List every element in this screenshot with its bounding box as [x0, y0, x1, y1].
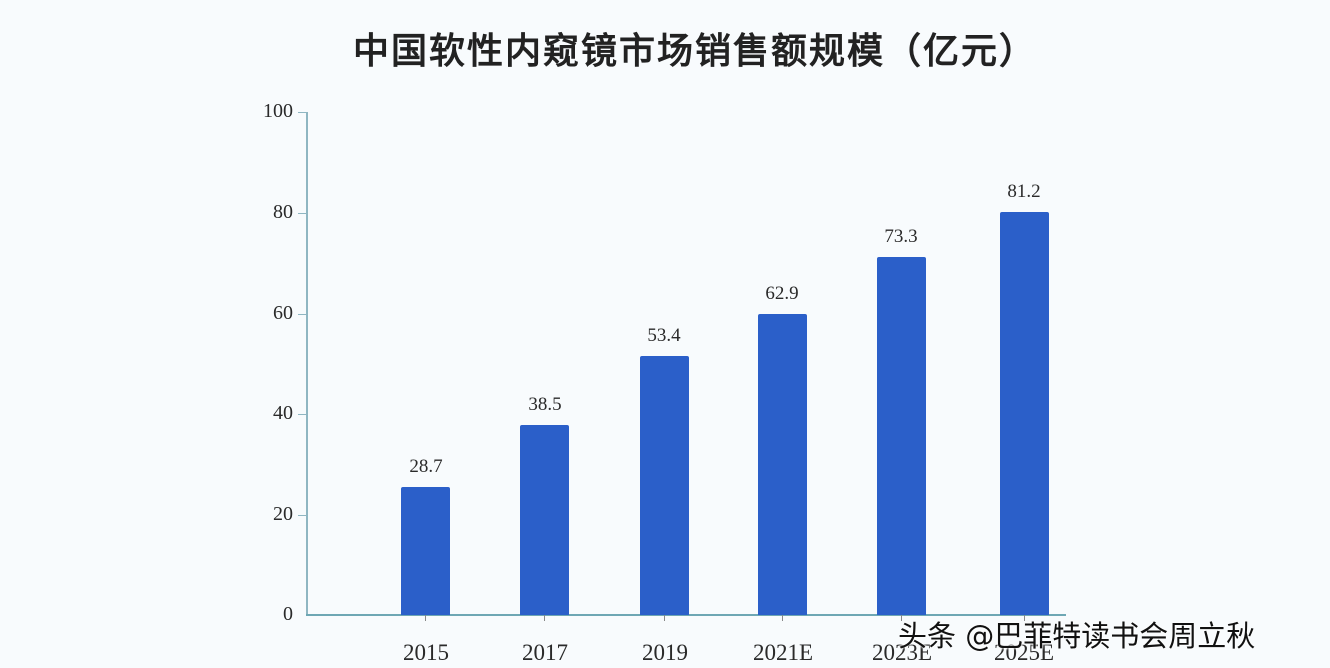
y-tick — [298, 515, 306, 516]
x-tick — [664, 615, 665, 621]
bar-2023e — [877, 257, 926, 615]
bar-2017 — [520, 425, 569, 615]
x-tick-label: 2019 — [642, 640, 688, 665]
x-tick — [425, 615, 426, 621]
y-tick — [298, 112, 306, 113]
y-tick-label: 0 — [283, 603, 293, 625]
y-tick-label: 60 — [273, 302, 293, 324]
chart-title: 中国软性内窥镜市场销售额规模（亿元） — [352, 31, 1037, 72]
y-axis-line — [306, 112, 308, 616]
bar-value-label: 53.4 — [647, 325, 681, 346]
bar-value-label: 62.9 — [765, 283, 799, 304]
bar-value-label: 38.5 — [528, 394, 562, 415]
x-tick — [544, 615, 545, 621]
x-tick — [1024, 615, 1025, 621]
x-tick — [782, 615, 783, 621]
x-axis-line — [306, 614, 1066, 616]
x-tick-label: 2015 — [403, 640, 449, 665]
bar-value-label: 81.2 — [1007, 181, 1041, 202]
y-tick-label: 100 — [263, 100, 293, 122]
y-tick — [298, 314, 306, 315]
y-tick — [298, 213, 306, 214]
y-tick — [298, 414, 306, 415]
x-tick-label: 2017 — [522, 640, 568, 665]
bar-2019 — [640, 356, 689, 615]
x-tick-label: 2021E — [752, 640, 814, 665]
y-tick-label: 20 — [273, 503, 293, 525]
x-tick-label: 2023E — [871, 640, 933, 665]
y-tick-label: 80 — [273, 201, 293, 223]
x-tick-label: 2025E — [993, 640, 1055, 665]
x-tick — [901, 615, 902, 621]
bar-value-label: 73.3 — [884, 226, 918, 247]
bar-2021e — [758, 314, 807, 615]
bar-2015 — [401, 487, 450, 615]
bar-2025e — [1000, 212, 1049, 615]
watermark: 头条 @巴菲特读书会周立秋 — [898, 619, 1256, 653]
bar-value-label: 28.7 — [409, 456, 443, 477]
y-tick-label: 40 — [273, 402, 293, 424]
